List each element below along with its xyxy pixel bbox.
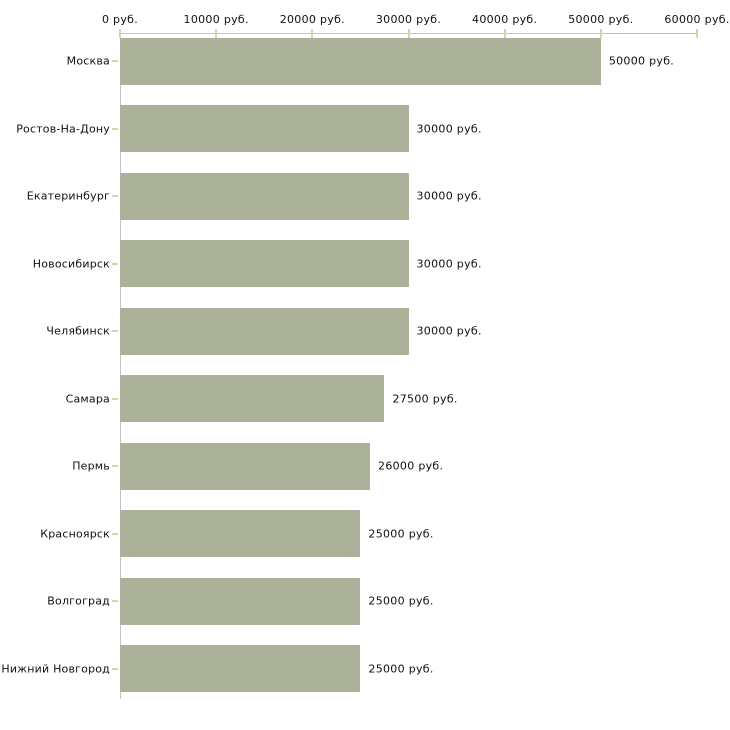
category-label: Челябинск [46, 324, 110, 338]
bar-value-label: 25000 руб. [368, 527, 434, 540]
category-label: Самара [65, 392, 110, 405]
y-axis-line [120, 33, 121, 699]
x-axis-tick-mark [215, 29, 218, 38]
category-tick-mark [112, 667, 118, 670]
category-tick-mark [112, 330, 118, 332]
bar [120, 105, 409, 152]
category-label: Москва [66, 54, 110, 68]
x-axis-tick-label: 20000 руб. [279, 13, 345, 26]
category-tick-mark [112, 465, 118, 467]
category-tick-mark [112, 532, 118, 535]
x-axis-tick-label: 10000 руб. [183, 13, 249, 26]
bar [120, 240, 409, 287]
x-axis-tick-mark [311, 29, 314, 38]
category-label: Ростов-На-Дону [16, 122, 110, 135]
x-axis-tick-label: 30000 руб. [375, 13, 442, 26]
category-tick-mark [112, 127, 118, 130]
category-tick-mark [112, 397, 118, 400]
x-axis-tick-mark [696, 29, 698, 38]
bar-value-label: 25000 руб. [368, 662, 434, 675]
bar [120, 577, 361, 625]
bar [120, 645, 361, 692]
x-axis-tick-mark [119, 29, 121, 38]
x-axis-tick-mark [407, 29, 410, 38]
bar [120, 442, 371, 490]
category-label: Пермь [72, 459, 110, 473]
bar-value-label: 50000 руб. [608, 54, 675, 68]
bar [120, 37, 601, 85]
bar-value-label: 27500 руб. [392, 392, 458, 405]
bar [120, 375, 385, 422]
bar-value-label: 26000 руб. [378, 459, 444, 473]
category-label: Новосибирск [32, 257, 110, 270]
bar [120, 510, 361, 557]
category-label: Екатеринбург [26, 189, 110, 203]
bar-value-label: 30000 руб. [416, 189, 482, 203]
bar-value-label: 30000 руб. [416, 257, 482, 270]
x-axis-tick-label: 60000 руб. [664, 13, 730, 26]
category-tick-mark [112, 195, 118, 197]
category-tick-mark [112, 60, 118, 62]
x-axis-tick-mark [599, 29, 602, 38]
category-label: Красноярск [40, 527, 110, 540]
category-tick-mark [112, 600, 118, 602]
x-axis-tick-label: 40000 руб. [472, 13, 538, 26]
bar [120, 172, 409, 220]
x-axis-tick-mark [503, 29, 506, 38]
bar-value-label: 30000 руб. [416, 122, 482, 135]
bar-value-label: 25000 руб. [368, 594, 434, 608]
x-axis-tick-label: 0 руб. [101, 13, 139, 26]
bar [120, 307, 409, 355]
bar-value-label: 30000 руб. [416, 324, 482, 338]
category-label: Волгоград [47, 594, 110, 608]
category-label: Нижний Новгород [1, 662, 110, 675]
category-tick-mark [112, 262, 118, 265]
x-axis-tick-label: 50000 руб. [568, 13, 634, 26]
